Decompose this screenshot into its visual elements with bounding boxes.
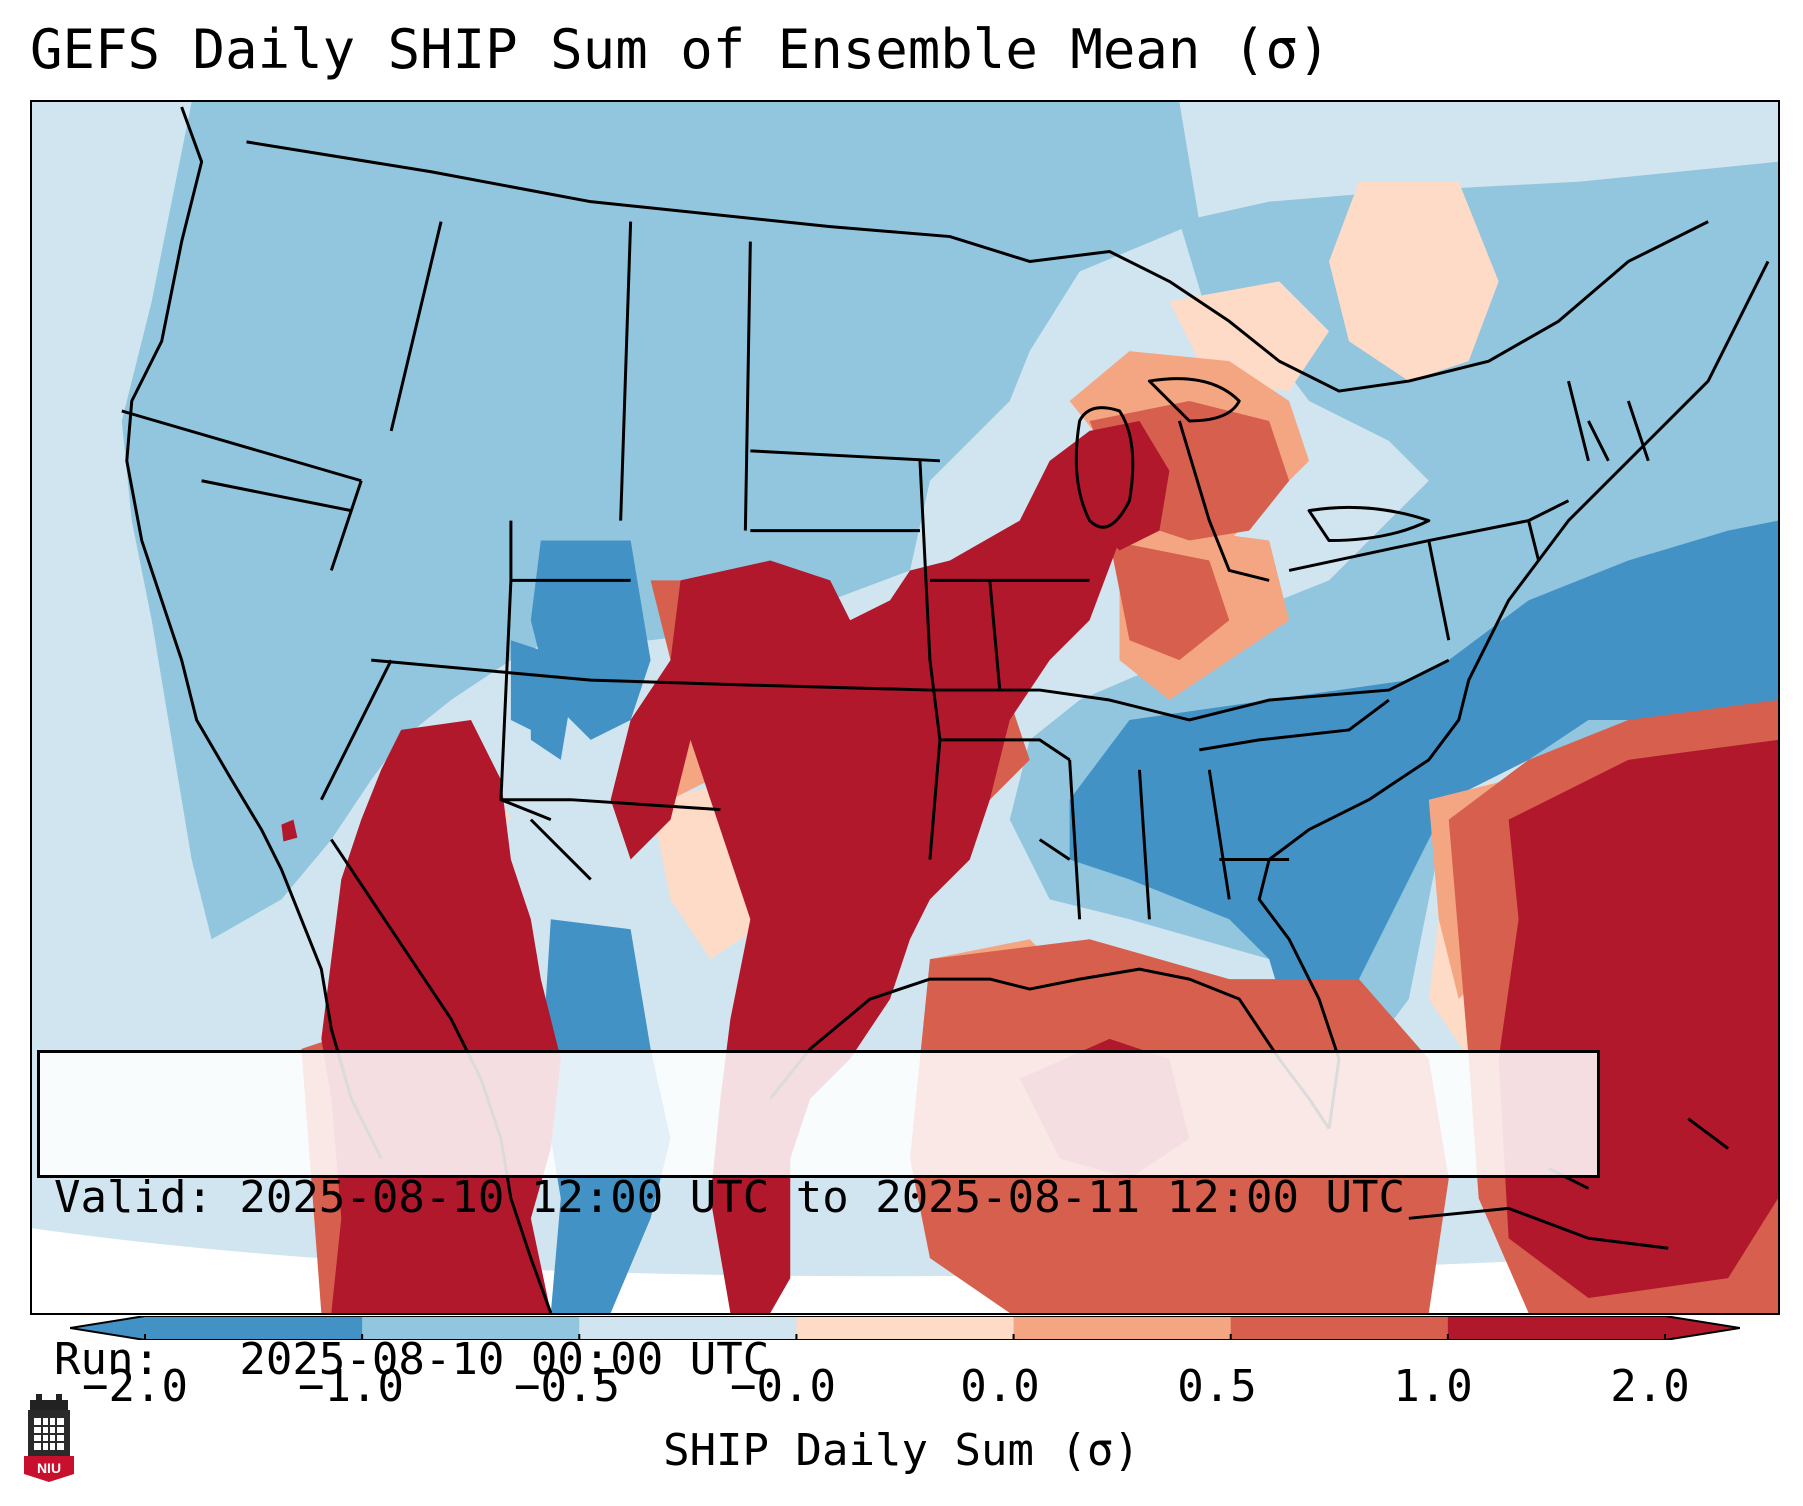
colorbar-segment: [579, 1316, 797, 1340]
colorbar-segment: [1013, 1316, 1232, 1340]
colorbar-segment: [1447, 1316, 1666, 1340]
state-lines-central: [929, 578, 1450, 920]
logo-text: NIU: [37, 1460, 61, 1476]
run-time-line: Run: 2025-08-10 00:00 UTC: [54, 1334, 770, 1385]
west-coast-line: [125, 106, 383, 1160]
colorbar-tick-label: 0.5: [1177, 1361, 1257, 1412]
valid-time-box: Valid: 2025-08-10 12:00 UTC to 2025-08-1…: [37, 1050, 1600, 1385]
canada-border: [246, 140, 1709, 393]
colorbar-label: SHIP Daily Sum (σ): [663, 1425, 1140, 1476]
colorbar-tick-label: 2.0: [1610, 1361, 1690, 1412]
great-lakes: [1074, 377, 1431, 543]
colorbar-segment: [1230, 1316, 1449, 1340]
colorbar-segment: [145, 1316, 363, 1340]
colorbar-tick-label: 1.0: [1393, 1361, 1473, 1412]
geographic-boundaries: [121, 106, 1770, 1313]
colorbar-tick-label: −0.0: [730, 1361, 836, 1412]
east-coast-line: [1257, 260, 1770, 1129]
colorbar-tick-label: −1.0: [298, 1361, 404, 1412]
valid-time-line: Valid: 2025-08-10 12:00 UTC to 2025-08-1…: [54, 1172, 1406, 1223]
state-lines-east: [1177, 380, 1650, 641]
colorbar-extend-max: [1665, 1316, 1740, 1340]
colorbar-tick-label: −2.0: [82, 1361, 188, 1412]
colorbar-segment: [796, 1316, 1015, 1340]
colorbar-extend-min: [70, 1316, 145, 1340]
colorbar-tick-label: −0.5: [514, 1361, 620, 1412]
colorbar: [70, 1316, 1740, 1340]
colorbar-segment: [362, 1316, 580, 1340]
colorbar-tick-label: 0.0: [960, 1361, 1040, 1412]
niu-logo-icon: NIU: [24, 1394, 74, 1482]
chart-title: GEFS Daily SHIP Sum of Ensemble Mean (σ): [30, 18, 1331, 81]
strong-negative-regions: [510, 520, 1778, 1313]
state-lines-west: [121, 221, 942, 881]
